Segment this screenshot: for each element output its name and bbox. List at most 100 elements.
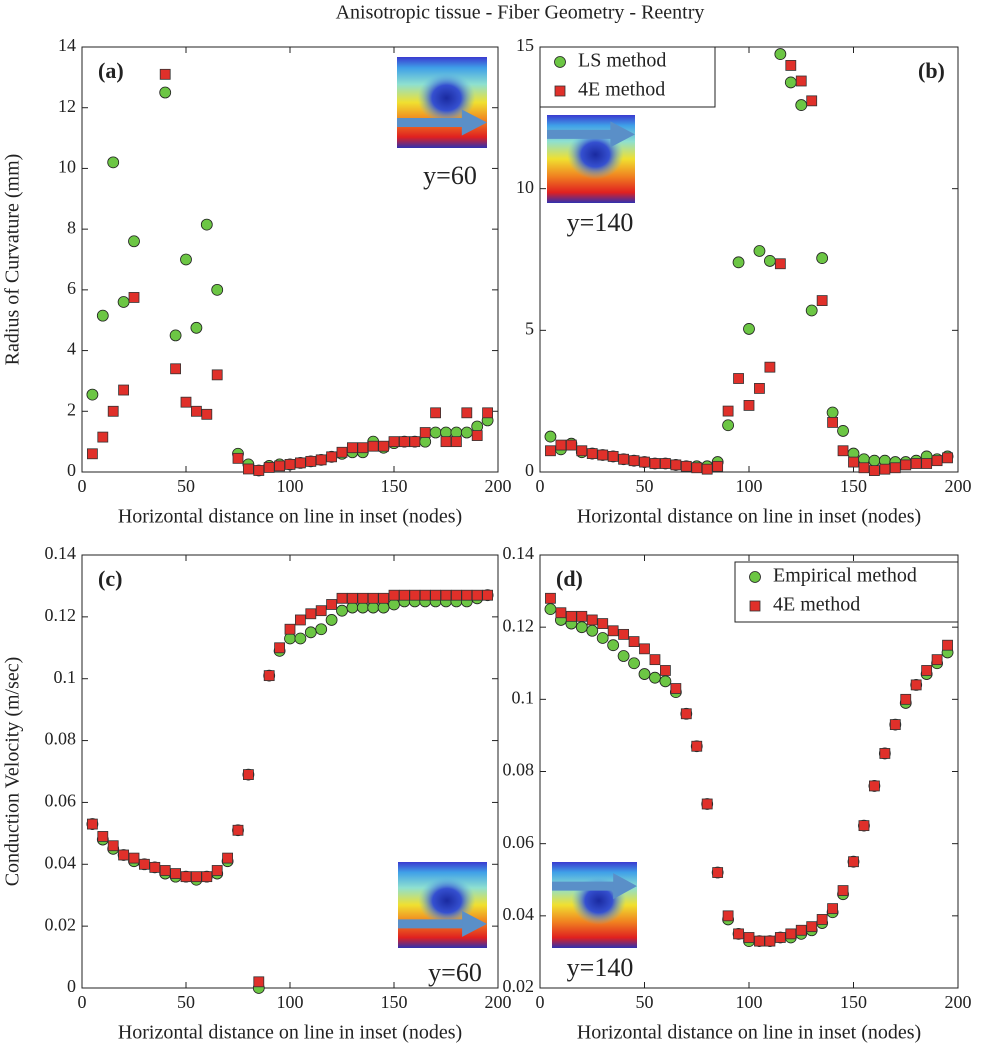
x-tick-label: 150 [381,476,408,496]
data-point [367,592,379,604]
data-point [576,610,588,622]
inset-arrow-head [613,873,637,900]
data-point [837,445,849,457]
data-point [222,852,234,864]
data-point [754,935,765,947]
data-point [419,589,431,601]
y-tick-label: 0.1 [512,687,535,707]
data-point [628,657,640,670]
inset-label: y=60 [423,161,477,190]
data-point [430,407,442,419]
data-point [555,607,567,619]
data-point [482,589,494,601]
y-tick-label: 0.06 [503,832,535,852]
data-point [367,601,380,614]
data-point [785,928,797,940]
data-point [190,871,202,883]
data-point [138,858,150,870]
x-tick-label: 50 [636,992,654,1012]
data-point [869,780,880,792]
data-point [942,639,953,651]
data-point [931,455,943,467]
inset-label: y=140 [567,953,634,982]
data-point [795,75,807,87]
data-point [97,431,109,443]
data-point [921,665,933,676]
data-point [545,592,556,604]
data-point [900,693,912,705]
y-tick-label: 0 [525,460,534,480]
y-tick-label: 8 [67,217,76,237]
data-point [388,589,400,601]
data-point [670,683,682,694]
y-tick-label: 0 [67,976,76,996]
data-point [346,601,359,614]
data-point [764,361,776,373]
x-tick-label: 100 [277,992,304,1012]
x-axis-label: Horizontal distance on line in inset (no… [118,506,462,528]
data-point [733,373,744,384]
data-point [869,465,880,476]
data-point [409,589,421,601]
panel-label: (c) [98,566,122,591]
data-point [816,295,828,306]
data-point [450,436,462,448]
y-tick-label: 0.06 [45,791,77,811]
data-point [304,626,317,639]
data-point [398,589,410,601]
data-point [336,446,348,458]
x-tick-label: 0 [536,992,545,1012]
data-point [170,868,182,879]
data-point [274,642,286,654]
data-point [670,459,682,471]
data-point [378,440,390,452]
data-point [680,460,692,472]
data-point [827,903,838,915]
data-point [315,605,327,617]
x-tick-label: 0 [536,476,545,496]
x-tick-label: 200 [945,476,972,496]
data-point [159,86,172,99]
data-point [242,463,254,475]
data-point [169,329,182,342]
data-point [211,283,224,296]
data-point [805,304,818,317]
data-point [639,643,650,655]
y-axis-label: Conduction Velocity (m/sec) [2,657,24,887]
data-point [232,824,244,836]
data-point [596,632,609,644]
data-point [691,740,703,752]
y-tick-label: 0.14 [45,543,77,563]
y-tick-label: 14 [58,35,76,55]
y-tick-label: 15 [516,35,534,55]
data-point [128,292,140,303]
data-point [544,430,557,443]
x-tick-label: 50 [177,992,195,1012]
data-point [377,601,390,614]
x-tick-label: 0 [78,992,87,1012]
y-tick-label: 5 [525,318,534,338]
y-tick-label: 12 [58,96,76,116]
data-point [471,589,483,601]
data-point [232,452,244,464]
data-point [294,457,306,469]
data-point [910,679,922,691]
data-point [315,454,327,466]
data-point [305,455,317,467]
x-tick-label: 150 [840,476,867,496]
legend-marker [554,85,566,97]
data-point [180,396,192,408]
x-tick-label: 50 [177,476,195,496]
panel-label: (b) [918,58,945,83]
data-point [827,417,838,428]
data-point [858,820,870,832]
data-point [346,442,358,454]
x-tick-label: 0 [78,476,87,496]
data-point [107,156,120,169]
data-point [326,599,338,610]
y-tick-label: 0 [67,460,76,480]
data-point [357,592,369,604]
data-point [931,654,943,666]
data-point [190,321,203,334]
